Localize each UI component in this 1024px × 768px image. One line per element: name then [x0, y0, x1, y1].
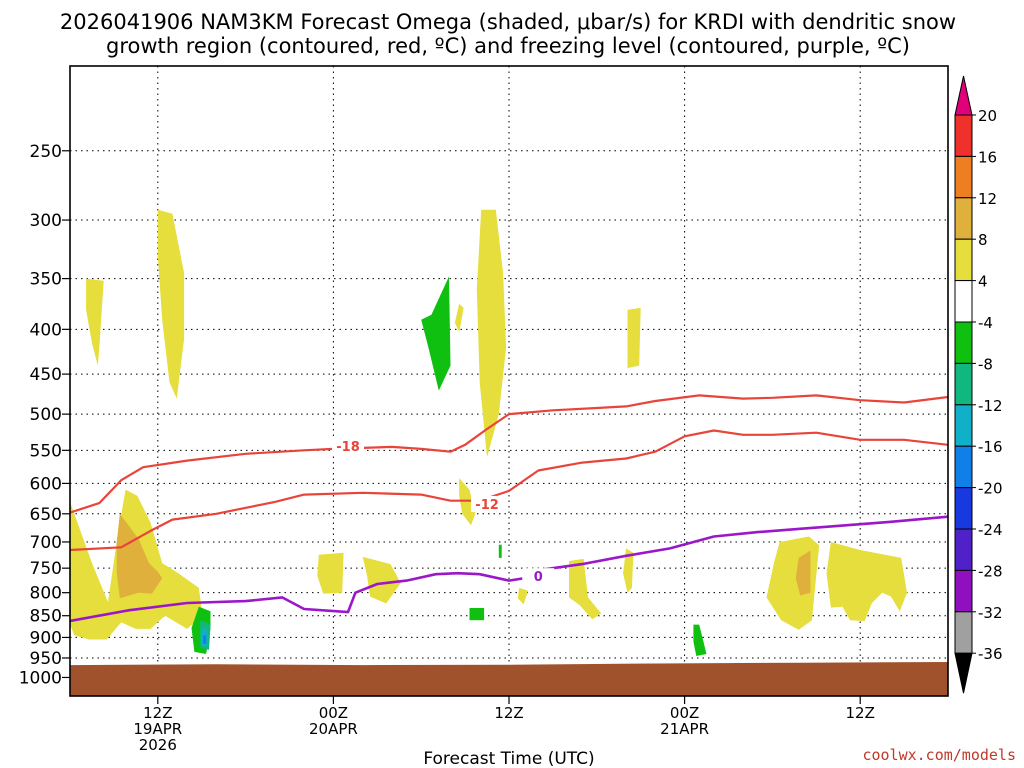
omega-region — [795, 550, 811, 596]
colorbar-label: -12 — [978, 397, 1003, 415]
omega-region — [627, 307, 641, 369]
colorbar-label: 4 — [978, 273, 988, 291]
colorbar-label: -28 — [978, 562, 1003, 580]
y-tick-label: 850 — [30, 607, 62, 627]
x-tick-label: 12Z — [846, 704, 875, 722]
colorbar-label: -36 — [978, 645, 1003, 663]
contour-label: -18 — [336, 440, 360, 455]
y-tick-label: 600 — [30, 474, 62, 494]
colorbar-label: 8 — [978, 231, 988, 249]
colorbar-label: -32 — [978, 604, 1003, 622]
contour-label-bg — [522, 568, 555, 585]
colorbar-swatch — [954, 280, 973, 323]
omega-region — [421, 276, 451, 391]
omega-region — [454, 303, 464, 333]
omega-shading — [70, 209, 907, 656]
colorbar-label: -24 — [978, 521, 1003, 539]
y-tick-label: 750 — [30, 559, 62, 579]
omega-region — [476, 209, 507, 458]
colorbar-swatch — [954, 362, 973, 406]
omega-region — [157, 209, 185, 399]
colorbar-swatch — [954, 321, 973, 364]
contour-label-bg — [332, 437, 365, 454]
omega-region — [317, 552, 344, 594]
colorbar: 20 16 12 8 4 -4 -8 -12 -16 -20 -24 -28 -32 -36 — [954, 75, 1003, 694]
x-tick-label: 00Z — [319, 704, 348, 722]
colorbar-swatch — [954, 197, 973, 240]
colorbar-arrow-top — [954, 75, 973, 116]
omega-region — [623, 548, 634, 593]
colorbar-label: 16 — [978, 148, 997, 166]
colorbar-arrow-bottom — [954, 652, 973, 694]
x-tick-label: 2026 — [139, 736, 177, 754]
x-tick-label: 19APR — [133, 720, 182, 738]
y-tick-label: 350 — [30, 270, 62, 290]
contour-label: 0 — [534, 570, 543, 585]
y-axis-ticks: 2503003504004505005506006507007508008509… — [19, 142, 70, 688]
omega-region — [569, 558, 602, 620]
omega-region — [203, 635, 207, 644]
omega-region — [86, 278, 104, 366]
omega-region — [362, 556, 401, 604]
x-tick-label: 21APR — [660, 720, 709, 738]
colorbar-swatch — [954, 404, 973, 447]
colorbar-swatch — [954, 238, 973, 282]
credit-text: coolwx.com/models — [862, 746, 1016, 764]
chart-title-line1: 2026041906 NAM3KM Forecast Omega (shaded… — [60, 10, 956, 34]
colorbar-swatch — [954, 611, 973, 654]
y-tick-label: 950 — [30, 649, 62, 669]
dendritic-contour — [70, 429, 948, 552]
omega-region — [826, 542, 907, 621]
omega-region — [116, 513, 163, 599]
x-tick-label: 20APR — [309, 720, 358, 738]
temperature-contours: -18 -12 0 — [70, 394, 948, 623]
y-tick-label: 450 — [30, 365, 62, 385]
y-tick-label: 800 — [30, 584, 62, 604]
colorbar-label: -20 — [978, 480, 1003, 498]
y-tick-label: 1000 — [19, 668, 62, 688]
colorbar-label: -4 — [978, 314, 993, 332]
y-tick-label: 550 — [30, 441, 62, 461]
colorbar-swatch — [954, 445, 973, 489]
x-tick-label: 12Z — [143, 704, 172, 722]
colorbar-swatch — [954, 569, 973, 613]
omega-region — [693, 624, 707, 656]
colorbar-swatch — [954, 114, 973, 157]
y-tick-label: 250 — [30, 142, 62, 162]
omega-region — [498, 544, 502, 558]
colorbar-label: -16 — [978, 438, 1003, 456]
omega-region — [517, 587, 528, 605]
y-tick-label: 400 — [30, 320, 62, 340]
x-tick-label: 00Z — [670, 704, 699, 722]
x-tick-label: 12Z — [494, 704, 523, 722]
ground-fill — [70, 662, 948, 696]
freezing-level-contour — [70, 515, 948, 623]
ground-layer — [70, 662, 948, 696]
contour-label: -12 — [475, 498, 499, 513]
colorbar-label: 20 — [978, 107, 997, 125]
y-tick-label: 650 — [30, 505, 62, 525]
dendritic-contour — [70, 394, 948, 514]
colorbar-swatch — [954, 155, 973, 199]
y-tick-label: 900 — [30, 628, 62, 648]
contour-label-bg — [471, 495, 504, 512]
colorbar-swatch — [954, 487, 973, 530]
y-tick-label: 300 — [30, 211, 62, 231]
y-tick-label: 700 — [30, 533, 62, 553]
chart-title-line2: growth region (contoured, red, ºC) and f… — [106, 34, 910, 58]
x-axis-label: Forecast Time (UTC) — [423, 749, 594, 768]
colorbar-swatch — [954, 528, 973, 571]
y-tick-label: 500 — [30, 405, 62, 425]
omega-region — [469, 608, 485, 621]
colorbar-label: -8 — [978, 355, 993, 373]
colorbar-label: 12 — [978, 190, 997, 208]
